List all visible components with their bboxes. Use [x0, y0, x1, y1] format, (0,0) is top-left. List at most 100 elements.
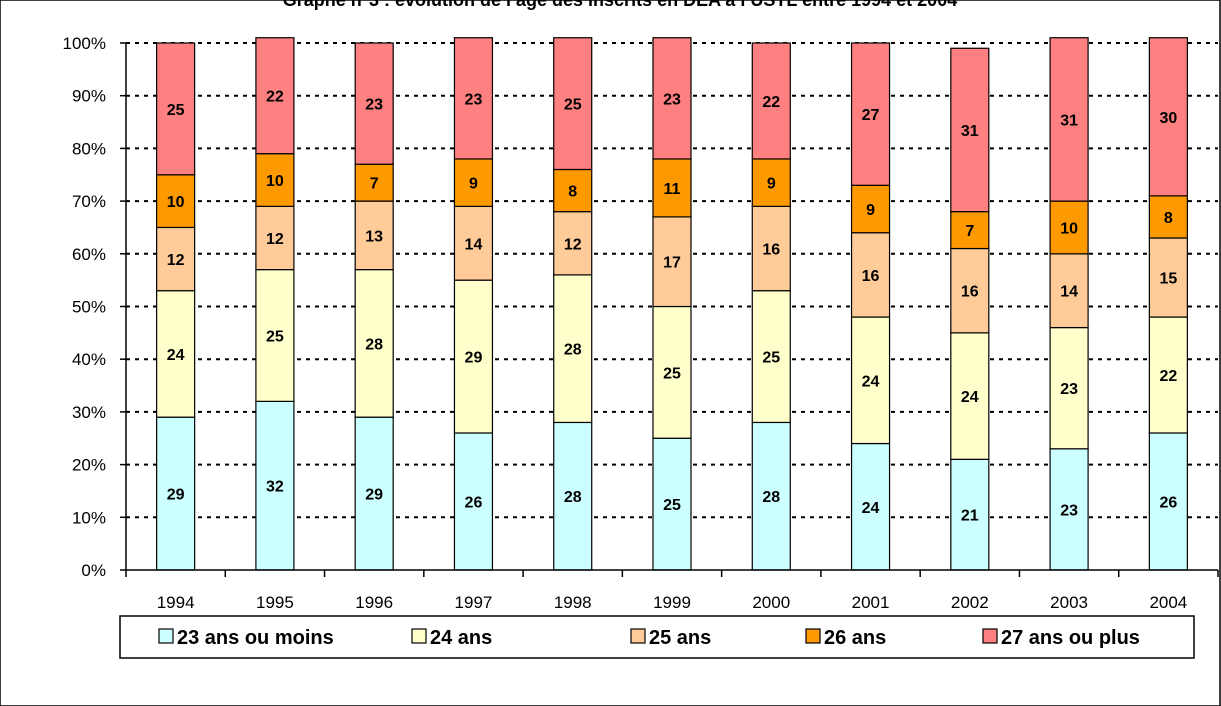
- y-tick-label: 80%: [72, 139, 106, 158]
- bar-segment: [255, 400, 295, 571]
- bar-segment: [354, 200, 394, 271]
- bar-segment: [156, 42, 196, 176]
- bar-segment: [652, 158, 692, 218]
- bar-segment: [1049, 37, 1089, 202]
- data-label: 24: [862, 373, 880, 390]
- legend-swatch: [158, 628, 174, 644]
- bar-segment: [156, 290, 196, 418]
- bar-segment: [751, 158, 791, 207]
- bar-segment: [1148, 237, 1188, 318]
- data-label: 24: [961, 389, 979, 406]
- data-label: 31: [961, 123, 979, 140]
- legend-swatch: [411, 628, 427, 644]
- bar-segment: [950, 247, 990, 334]
- data-label: 23: [663, 91, 681, 108]
- data-label: 10: [1060, 220, 1078, 237]
- bar-segment: [1049, 253, 1089, 329]
- legend-swatch: [630, 628, 646, 644]
- data-label: 9: [767, 176, 776, 193]
- data-label: 28: [365, 336, 383, 353]
- x-tick-label: 2001: [852, 593, 890, 612]
- bar-segment: [453, 37, 494, 160]
- x-tick-label: 2000: [752, 593, 790, 612]
- data-label: 21: [961, 508, 979, 525]
- data-label: 23: [1060, 381, 1078, 398]
- data-label: 28: [564, 489, 582, 506]
- data-label: 9: [469, 176, 478, 193]
- data-label: 26: [1159, 494, 1177, 511]
- data-label: 12: [266, 231, 284, 248]
- data-label: 25: [167, 102, 185, 119]
- data-label: 11: [664, 181, 681, 198]
- x-tick-label: 1996: [355, 593, 393, 612]
- data-label: 15: [1159, 271, 1177, 288]
- y-tick-label: 30%: [72, 403, 106, 422]
- y-tick-label: 10%: [72, 508, 106, 527]
- bar-segment: [1148, 316, 1188, 434]
- data-label: 23: [365, 97, 383, 114]
- data-label: 22: [266, 89, 284, 106]
- data-label: 23: [1060, 502, 1078, 519]
- bar-segment: [1049, 448, 1089, 571]
- chart-title: Graphe n°3 : évolution de l’âge des insc…: [283, 0, 957, 10]
- data-label: 17: [663, 255, 681, 272]
- bar-segment: [850, 42, 891, 186]
- bar-segment: [553, 37, 593, 171]
- y-tick-label: 60%: [72, 245, 106, 264]
- bar-segment: [453, 205, 494, 281]
- bar-segment: [255, 205, 295, 271]
- data-label: 14: [1060, 284, 1078, 301]
- legend-box: [119, 615, 1195, 659]
- data-label: 22: [1159, 368, 1177, 385]
- data-label: 14: [465, 236, 483, 253]
- bar-segment: [1148, 432, 1188, 571]
- bar-segment: [950, 47, 990, 213]
- data-label: 7: [370, 176, 379, 193]
- data-label: 10: [167, 194, 185, 211]
- axes: 0% 10% 20% 30% 40% 50% 60% 70% 80% 90% 100% 1994 199…: [63, 34, 1219, 612]
- bar-segment: [553, 274, 593, 424]
- data-label: 30: [1159, 110, 1177, 127]
- data-label: 24: [167, 347, 185, 364]
- y-tick-label: 50%: [72, 298, 106, 317]
- bar-segment: [950, 332, 990, 460]
- data-label: 28: [762, 489, 780, 506]
- x-tick-label: 1999: [653, 593, 691, 612]
- data-label: 26: [465, 494, 483, 511]
- legend-label: 25 ans: [649, 627, 711, 649]
- bar-segment: [1049, 326, 1089, 450]
- data-label: 22: [762, 94, 780, 111]
- bar-segment: [553, 168, 593, 213]
- legend-swatch: [982, 628, 998, 644]
- bar-segment: [255, 37, 295, 155]
- data-label: 29: [465, 350, 483, 367]
- x-tick-label: 2004: [1149, 593, 1187, 612]
- bar-segment: [850, 442, 891, 571]
- y-tick-label: 0%: [81, 561, 106, 580]
- data-label: 28: [564, 342, 582, 359]
- y-tick-label: 40%: [72, 350, 106, 369]
- y-tick-label: 70%: [72, 192, 106, 211]
- data-label: 25: [762, 350, 780, 367]
- data-label: 23: [465, 91, 483, 108]
- data-label: 16: [762, 242, 780, 259]
- data-label: 7: [965, 223, 974, 240]
- bar-segment: [156, 174, 196, 229]
- bars-group: 29 24 12 10 25 32 25 12 10 22 29 28 13 7 23 26 29 14 9 23 28…: [156, 37, 1188, 571]
- x-tick-label: 1997: [455, 593, 493, 612]
- bar-segment: [553, 211, 593, 276]
- data-label: 10: [266, 173, 284, 190]
- data-label: 16: [961, 284, 979, 301]
- legend-label: 24 ans: [430, 627, 492, 649]
- gridlines: [126, 42, 1218, 519]
- data-label: 8: [1164, 210, 1173, 227]
- bar-segment: [354, 269, 394, 418]
- bar-segment: [652, 37, 692, 160]
- data-label: 27: [862, 107, 880, 124]
- bar-segment: [950, 211, 990, 250]
- bar-segment: [453, 432, 494, 571]
- data-label: 25: [266, 328, 284, 345]
- legend: 23 ans ou moins 24 ans 25 ans 26 ans 27 ans …: [119, 615, 1195, 659]
